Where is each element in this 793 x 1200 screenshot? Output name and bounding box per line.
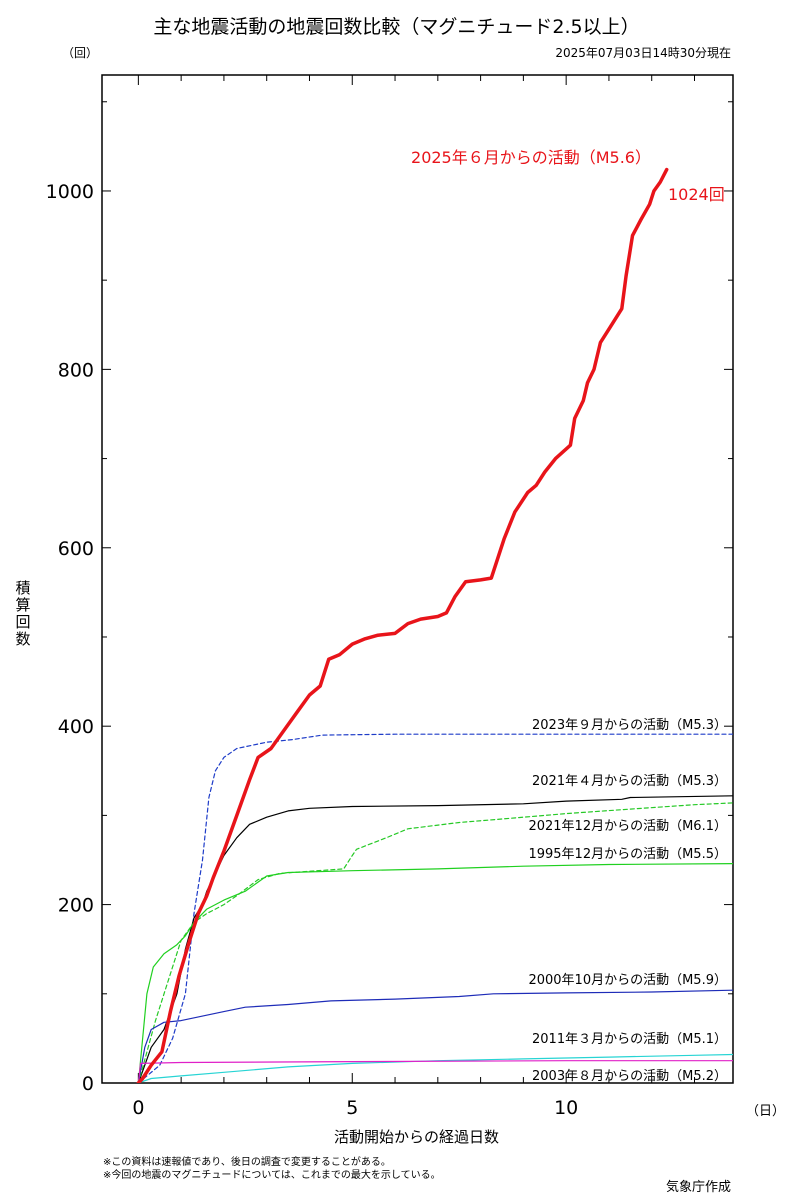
note-magnitude: ※今回の地震のマグニチュードについては、これまでの最大を示している。 bbox=[103, 1170, 441, 1181]
y-tick-label: 400 bbox=[58, 716, 94, 738]
series-line-1 bbox=[136, 167, 669, 1083]
series-line-8 bbox=[137, 1060, 733, 1083]
y-unit-label: （回） bbox=[62, 46, 99, 60]
chart-title: 主な地震活動の地震回数比較（マグニチュード2.5以上） bbox=[153, 16, 640, 38]
series-line-6 bbox=[137, 989, 733, 1083]
y-tick-label: 600 bbox=[58, 538, 94, 560]
x-tick-label: 10 bbox=[554, 1097, 578, 1119]
note-preliminary: ※この資料は速報値であり、後日の調査で変更することがある。 bbox=[103, 1157, 391, 1168]
series-label-5: 1995年12月からの活動（M5.5） bbox=[528, 847, 727, 862]
x-tick-label: 0 bbox=[132, 1097, 144, 1119]
y-tick-label: 0 bbox=[82, 1073, 94, 1095]
timestamp: 2025年07月03日14時30分現在 bbox=[555, 46, 731, 60]
y-axis-label: 積算回数 bbox=[15, 579, 31, 648]
x-tick-label: 5 bbox=[346, 1097, 358, 1119]
series-label-3: 2021年４月からの活動（M5.3） bbox=[532, 774, 727, 789]
series-line-5 bbox=[137, 862, 733, 1083]
y-tick-label: 200 bbox=[58, 895, 94, 917]
y-tick-label: 1000 bbox=[46, 181, 94, 203]
series-label-7: 2011年３月からの活動（M5.1） bbox=[532, 1032, 727, 1047]
series-label-4: 2021年12月からの活動（M6.1） bbox=[528, 819, 727, 834]
series-line-7 bbox=[137, 1053, 733, 1083]
series-label-8: 2003年８月からの活動（M5.2） bbox=[532, 1069, 727, 1084]
series-end-label: 1024回 bbox=[668, 185, 725, 204]
series-label-1: 2025年６月からの活動（M5.6） bbox=[411, 148, 651, 167]
credit: 気象庁作成 bbox=[665, 1180, 731, 1195]
series-label-6: 2000年10月からの活動（M5.9） bbox=[528, 973, 727, 988]
x-unit-label: （日） bbox=[746, 1104, 786, 1119]
y-tick-label: 800 bbox=[58, 359, 94, 381]
series-label-2: 2023年９月からの活動（M5.3） bbox=[532, 718, 727, 733]
series-line-2 bbox=[137, 733, 733, 1083]
plot-frame bbox=[101, 74, 734, 1084]
series-line-4 bbox=[137, 802, 733, 1083]
x-axis-label: 活動開始からの経過日数 bbox=[333, 1128, 499, 1146]
